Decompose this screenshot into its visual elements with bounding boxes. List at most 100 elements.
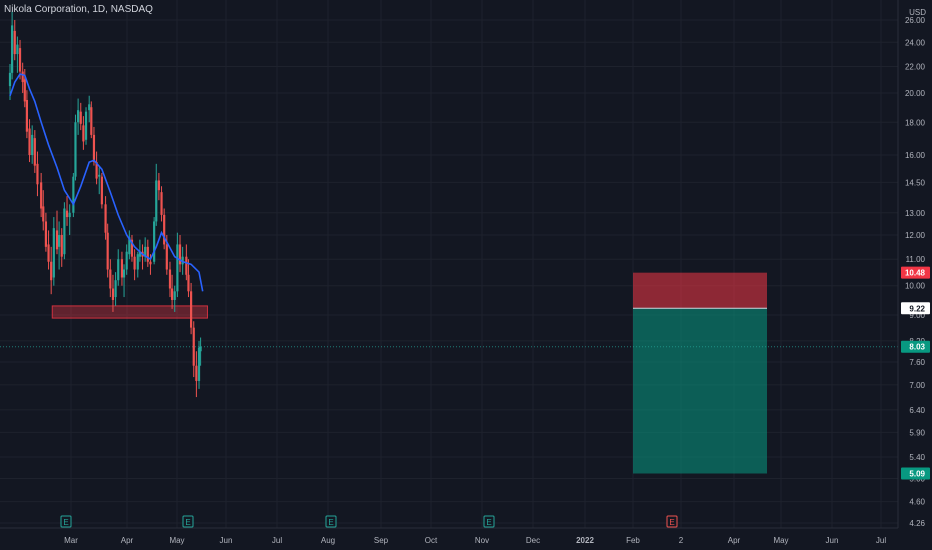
earnings-icon-label: E xyxy=(669,518,674,527)
earnings-icon xyxy=(325,515,337,528)
candle-body xyxy=(109,269,112,289)
time-tick-label: Sep xyxy=(374,536,389,545)
time-tick-label: Jul xyxy=(876,536,886,545)
price-tick-label: 13.00 xyxy=(905,209,926,218)
price-tick-label: 14.50 xyxy=(905,178,926,187)
candle-body xyxy=(95,162,98,179)
candle-body xyxy=(82,125,85,142)
candle-body xyxy=(65,210,69,218)
earnings-icon xyxy=(182,515,194,528)
earnings-icon xyxy=(666,515,678,528)
candle-body xyxy=(130,239,134,257)
candle-body xyxy=(88,104,91,111)
price-badge-label: 5.09 xyxy=(909,469,925,478)
candle-body xyxy=(155,180,158,222)
time-tick-label: Jun xyxy=(220,536,233,545)
candle-body xyxy=(185,256,188,275)
price-tick-label: 9.00 xyxy=(909,311,925,320)
price-tick-label: 11.00 xyxy=(906,255,926,264)
candle-body xyxy=(23,79,26,102)
price-tick-label: 12.00 xyxy=(905,231,926,240)
time-tick-label: Feb xyxy=(626,536,640,545)
price-tick-label: 7.60 xyxy=(909,358,925,367)
time-tick-label: Mar xyxy=(64,536,78,545)
ma-line xyxy=(9,73,204,292)
candle-body xyxy=(72,176,75,213)
price-tick-label: 4.60 xyxy=(909,498,925,507)
candle-body xyxy=(63,208,66,255)
price-axis[interactable]: 26.00 24.00 22.00 20.00 18.00 16.00 14.50 13.00… xyxy=(897,0,926,528)
candle-body xyxy=(128,237,131,255)
candle-body xyxy=(92,134,96,163)
candle-body xyxy=(178,244,182,265)
candles xyxy=(8,11,202,398)
candle-body xyxy=(120,259,124,278)
time-tick-label: Apr xyxy=(728,536,741,545)
candle-body xyxy=(60,235,63,257)
symbol-title[interactable]: Nikola Corporation, 1D, NASDAQ xyxy=(4,4,153,15)
candle-body xyxy=(18,48,22,72)
candle-body xyxy=(165,244,168,270)
candle-body xyxy=(33,138,36,166)
candle-body xyxy=(31,134,34,156)
candle-body xyxy=(173,291,176,300)
candle-body xyxy=(25,99,28,132)
candle-body xyxy=(90,107,93,135)
time-tick-label: May xyxy=(169,536,184,545)
time-tick-label: 2 xyxy=(679,536,684,545)
earnings-icon-label: E xyxy=(328,518,333,527)
candle-body xyxy=(11,25,14,73)
price-tick-label: 16.00 xyxy=(905,151,926,160)
candle-body xyxy=(50,261,53,281)
candle-body xyxy=(77,110,80,123)
candle-body xyxy=(122,269,126,278)
candle-body xyxy=(114,280,117,298)
price-tick-label: 18.00 xyxy=(905,118,926,127)
candle-body xyxy=(40,182,43,209)
candle-body xyxy=(157,180,160,191)
price-tick-label: 22.00 xyxy=(905,62,926,71)
candle-body xyxy=(79,111,82,124)
time-tick-label: Nov xyxy=(475,536,489,545)
price-tick-label: 24.00 xyxy=(905,38,926,47)
candle-body xyxy=(125,251,128,270)
time-tick-label: 2022 xyxy=(576,536,594,545)
earnings-icon-label: E xyxy=(486,518,491,527)
candle-body xyxy=(163,214,166,245)
time-tick-label: Jun xyxy=(826,536,839,545)
candle-body xyxy=(149,261,152,265)
earnings-icon-label: E xyxy=(185,518,190,527)
candle-body xyxy=(42,206,45,222)
candle-body xyxy=(136,254,139,270)
candle-body xyxy=(146,246,149,262)
candle-body xyxy=(106,232,109,270)
price-badge-label: 9.22 xyxy=(909,304,925,313)
candle-body xyxy=(58,235,61,247)
moving-average xyxy=(9,73,204,292)
candle-body xyxy=(117,259,120,281)
candle-body xyxy=(160,192,163,215)
candle-body xyxy=(133,256,136,270)
candle-body xyxy=(170,288,174,300)
time-tick-label: Apr xyxy=(121,536,134,545)
earnings-icon xyxy=(60,515,72,528)
drawing-zones[interactable] xyxy=(0,272,898,474)
candle-body xyxy=(36,163,39,185)
candle-body xyxy=(98,174,101,177)
candle-body xyxy=(111,288,115,300)
price-tick-label: 20.00 xyxy=(905,89,926,98)
candle-body xyxy=(16,44,19,55)
candle-body xyxy=(104,204,107,233)
candle-body xyxy=(68,212,71,218)
price-badge xyxy=(901,302,930,315)
take-profit-zone xyxy=(633,308,767,474)
candle-body xyxy=(8,72,12,87)
earnings-icon-label: E xyxy=(63,518,68,527)
price-tick-label: 10.00 xyxy=(905,282,926,291)
candle-body xyxy=(190,291,193,328)
time-axis[interactable]: Mar Apr May Jun Jul Aug Sep Oct Nov Dec 2022 Feb 2 Ap… xyxy=(0,527,898,545)
price-badge xyxy=(901,340,930,353)
price-tick-label: 5.90 xyxy=(909,428,925,437)
